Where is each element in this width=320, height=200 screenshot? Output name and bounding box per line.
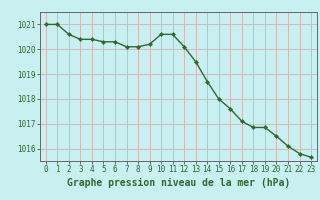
X-axis label: Graphe pression niveau de la mer (hPa): Graphe pression niveau de la mer (hPa) xyxy=(67,178,290,188)
